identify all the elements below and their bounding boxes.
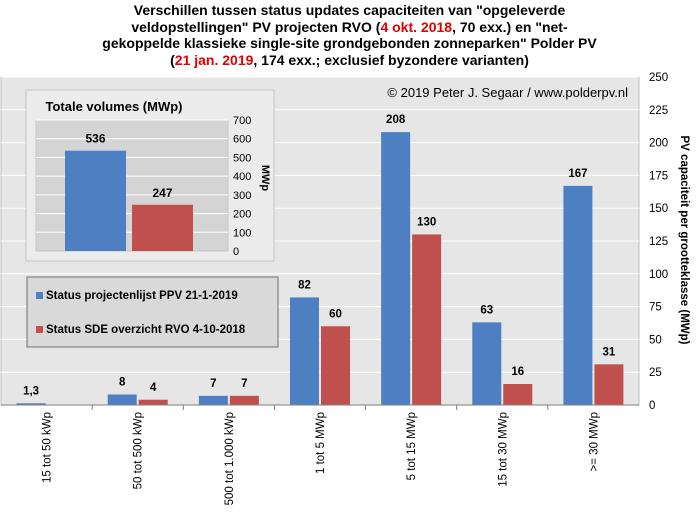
y-axis-label: PV capaciteit per grootteklasse (MWp) (678, 136, 690, 345)
bar-ppv (381, 132, 411, 405)
bar-rvo (321, 326, 350, 405)
chart-title: Verschillen tussen status updates capaci… (0, 2, 699, 68)
data-label: 60 (329, 308, 342, 320)
x-tick-label: 500 tot 1.000 kWp (224, 412, 236, 505)
x-tick-label: 50 tot 500 kWp (133, 412, 145, 489)
data-label: 130 (417, 216, 436, 228)
bar-rvo (412, 234, 442, 405)
y-tick-label: 225 (649, 105, 668, 117)
inset-data-labels: 536 247 (85, 132, 172, 200)
inset-bar-rvo (132, 204, 193, 251)
data-label: 167 (568, 168, 587, 180)
inset-data-label: 247 (152, 186, 172, 200)
legend-swatch-rvo (36, 326, 43, 333)
bar-rvo (594, 364, 624, 405)
inset-y-tick-label: 0 (233, 246, 239, 258)
data-label: 1,3 (23, 385, 39, 397)
inset-y-tick-label: 500 (233, 152, 251, 164)
title-line-4: (21 jan. 2019, 174 exx.; exclusief byzon… (0, 52, 699, 69)
y-tick-labels: 0 25 50 75 100 125 150 175 200 225 250 (649, 72, 668, 412)
inset-bars (65, 150, 193, 251)
bar-ppv (563, 185, 593, 405)
data-label: 208 (386, 114, 406, 126)
x-tick-label: 15 tot 30 MWp (497, 412, 509, 487)
data-label: 4 (150, 382, 157, 394)
legend (26, 276, 279, 348)
legend-label-ppv: Status projectenlijst PPV 21-1-2019 (46, 290, 238, 302)
data-label: 31 (603, 346, 616, 358)
inset-y-tick-label: 100 (233, 227, 251, 239)
x-tick-marks (91, 405, 549, 410)
data-label: 82 (298, 279, 311, 291)
inset-y-tick-label: 300 (233, 190, 251, 202)
title-date-rvo: 4 okt. 2018 (380, 18, 453, 35)
bar-ppv (107, 394, 137, 405)
y-tick-label: 50 (649, 334, 662, 346)
y-tick-label: 125 (649, 236, 668, 248)
title-line-2-end: , 70 exx.) en "net- (452, 18, 568, 35)
title-date-ppv: 21 jan. 2019 (174, 51, 254, 68)
y-tick-label: 75 (649, 302, 662, 314)
inset-y-tick-label: 400 (233, 171, 251, 183)
copyright-text: © 2019 Peter J. Segaar / www.polderpv.nl (387, 85, 628, 100)
x-tick-label: >= 30 MWp (588, 412, 600, 471)
bar-ppv (472, 322, 502, 405)
data-label: 8 (119, 377, 126, 389)
bar-rvo (229, 395, 259, 405)
bar-rvo (138, 399, 168, 405)
inset-bar-ppv (65, 150, 126, 251)
inset-chart-title: Totale volumes (MWp) (46, 99, 183, 114)
data-label: 7 (241, 378, 247, 390)
title-line-1: Verschillen tussen status updates capaci… (133, 2, 566, 18)
main-data-labels: 1,3 8 4 7 7 82 60 208 130 63 16 167 31 (23, 114, 616, 397)
y-tick-label: 175 (649, 170, 668, 182)
y-tick-label: 0 (649, 400, 655, 412)
data-label: 63 (480, 304, 493, 316)
inset-y-axis-label: MWp (259, 165, 271, 192)
bar-ppv (290, 297, 319, 405)
legend-label-rvo: Status SDE overzicht RVO 4-10-2018 (46, 324, 246, 336)
main-bars (16, 132, 624, 405)
inset-y-tick-label: 600 (233, 134, 251, 146)
x-tick-label: 15 tot 50 kWp (42, 412, 54, 483)
bar-ppv (16, 403, 46, 405)
inset-data-label: 536 (85, 132, 105, 146)
bar-ppv (198, 395, 228, 405)
y-tick-label: 150 (649, 203, 668, 215)
inset-y-tick-label: 700 (233, 115, 251, 127)
x-tick-label: 5 tot 15 MWp (406, 412, 418, 480)
title-line-2: veldopstellingen" PV projecten RVO (4 ok… (0, 19, 699, 36)
data-label: 7 (210, 378, 216, 390)
y-tick-label: 200 (649, 138, 668, 150)
title-line-3: gekoppelde klassieke single-site grondge… (102, 35, 597, 51)
data-label: 16 (511, 366, 524, 378)
y-tick-label: 25 (649, 367, 662, 379)
legend-swatch-ppv (36, 292, 43, 299)
y-tick-label: 250 (649, 72, 668, 84)
bar-rvo (503, 384, 533, 405)
title-line-2-start: veldopstellingen" PV projecten RVO ( (131, 18, 381, 35)
title-line-4-start: ( (170, 51, 175, 68)
inset-y-tick-label: 200 (233, 209, 251, 221)
y-tick-label: 100 (649, 269, 668, 281)
x-tick-labels: 15 tot 50 kWp 50 tot 500 kWp 500 tot 1.000… (42, 412, 601, 505)
inset-y-tick-labels: 0 100 200 300 400 500 600 700 (233, 115, 251, 258)
x-tick-label: 1 tot 5 MWp (315, 412, 327, 474)
title-line-4-end: , 174 exx.; exclusief byzondere variante… (253, 51, 529, 68)
